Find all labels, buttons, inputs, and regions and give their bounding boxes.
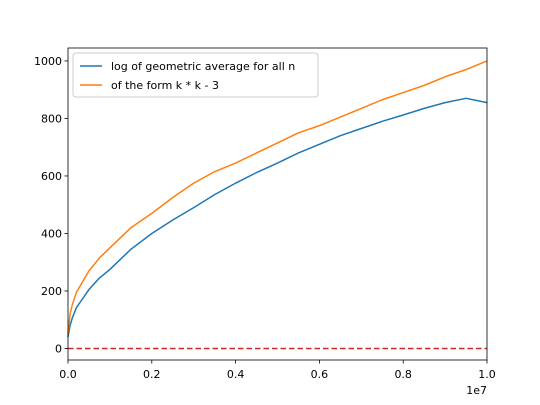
x-offset-label: 1e7 <box>466 384 487 397</box>
x-tick-label: 0.2 <box>143 368 161 381</box>
legend-label: log of geometric average for all n <box>111 60 295 73</box>
y-tick-label: 600 <box>41 170 62 183</box>
x-tick-label: 0.4 <box>227 368 245 381</box>
y-tick-label: 200 <box>41 285 62 298</box>
y-tick-label: 800 <box>41 112 62 125</box>
axes-layer: 0.0 0.2 0.4 0.6 0.8 1.0 0 200 400 600 800 1000 1e7 <box>34 47 496 397</box>
x-tick-label: 0.8 <box>394 368 412 381</box>
series-line-2 <box>67 60 488 335</box>
plot-background <box>68 48 487 360</box>
y-tick-label: 1000 <box>34 55 62 68</box>
legend-label: of the form k * k - 3 <box>111 79 219 92</box>
legend: log of geometric average for all n of the… <box>72 52 319 98</box>
series-line-1 <box>67 97 488 338</box>
axes-frame <box>67 47 488 361</box>
plot-area <box>68 48 487 360</box>
y-tick-label: 0 <box>55 342 62 355</box>
legend-box <box>72 52 319 98</box>
series-layer <box>67 60 488 350</box>
x-tick-label: 0.0 <box>59 368 77 381</box>
x-tick-label: 1.0 <box>478 368 496 381</box>
x-tick-label: 0.6 <box>311 368 329 381</box>
y-tick-label: 400 <box>41 227 62 240</box>
